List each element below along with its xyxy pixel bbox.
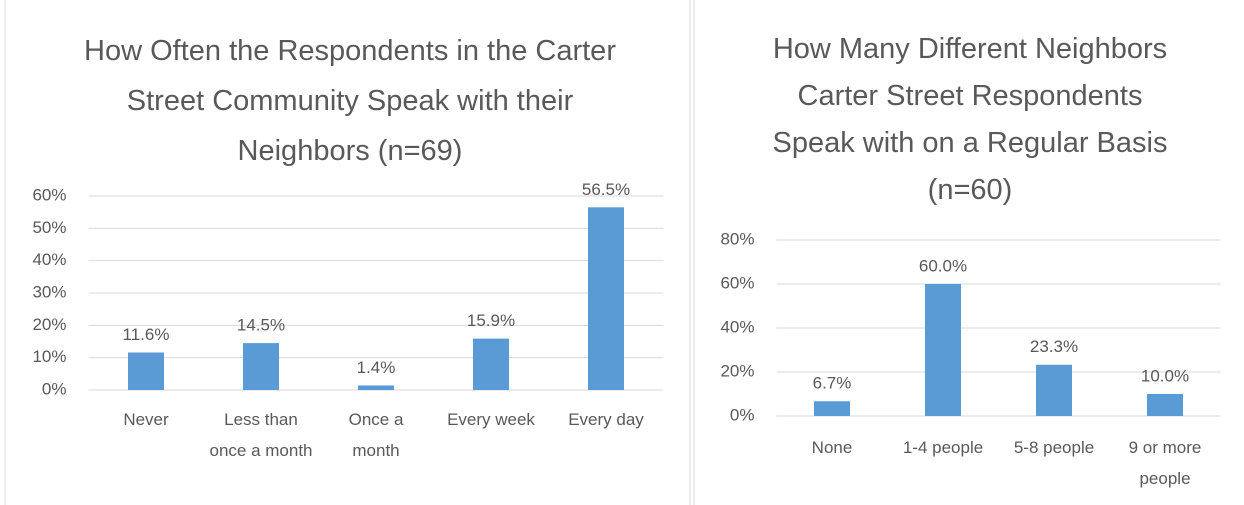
bar	[1036, 364, 1072, 416]
y-tick-label: 20%	[720, 361, 754, 380]
y-tick-label: 30%	[32, 282, 66, 301]
value-label: 23.3%	[1030, 337, 1078, 356]
x-tick-label: Every week	[447, 410, 535, 429]
chart-title: How Many Different Neighbors Carter Stre…	[772, 33, 1168, 206]
x-tick-label: 5-8 people	[1013, 438, 1095, 457]
value-label: 10.0%	[1141, 366, 1189, 385]
y-tick-label: 80%	[720, 229, 754, 248]
bar	[588, 207, 624, 390]
bar	[925, 284, 961, 416]
x-tick-label: Never	[123, 410, 169, 429]
x-tick-label: Once a month	[348, 410, 404, 460]
value-label: 11.6%	[123, 325, 170, 344]
value-label: 56.5%	[582, 180, 630, 199]
bar	[128, 352, 164, 390]
x-tick-label: Every day	[568, 410, 644, 429]
bar	[243, 343, 279, 390]
x-tick-label: 1-4 people	[902, 438, 984, 457]
y-tick-label: 0%	[42, 379, 67, 398]
bar	[473, 338, 509, 390]
y-tick-label: 40%	[720, 317, 754, 336]
value-label: 14.5%	[237, 316, 285, 335]
bar	[358, 385, 394, 390]
value-label: 1.4%	[357, 358, 396, 377]
x-tick-label: 9 or more people	[1128, 438, 1202, 488]
y-tick-label: 50%	[32, 218, 66, 237]
y-tick-label: 10%	[32, 347, 66, 366]
y-tick-label: 0%	[730, 405, 755, 424]
bar	[1147, 394, 1183, 416]
value-label: 60.0%	[919, 256, 967, 275]
y-tick-label: 40%	[32, 250, 66, 269]
bar	[814, 401, 850, 416]
value-label: 6.7%	[813, 374, 852, 393]
value-label: 15.9%	[467, 311, 515, 330]
y-tick-label: 60%	[32, 185, 66, 204]
x-tick-label: None	[811, 438, 853, 457]
y-tick-label: 20%	[32, 315, 66, 334]
x-tick-label: Less than once a month	[209, 410, 313, 460]
chart-title: How Often the Respondents in the Carter …	[84, 35, 616, 167]
y-tick-label: 60%	[720, 273, 754, 292]
